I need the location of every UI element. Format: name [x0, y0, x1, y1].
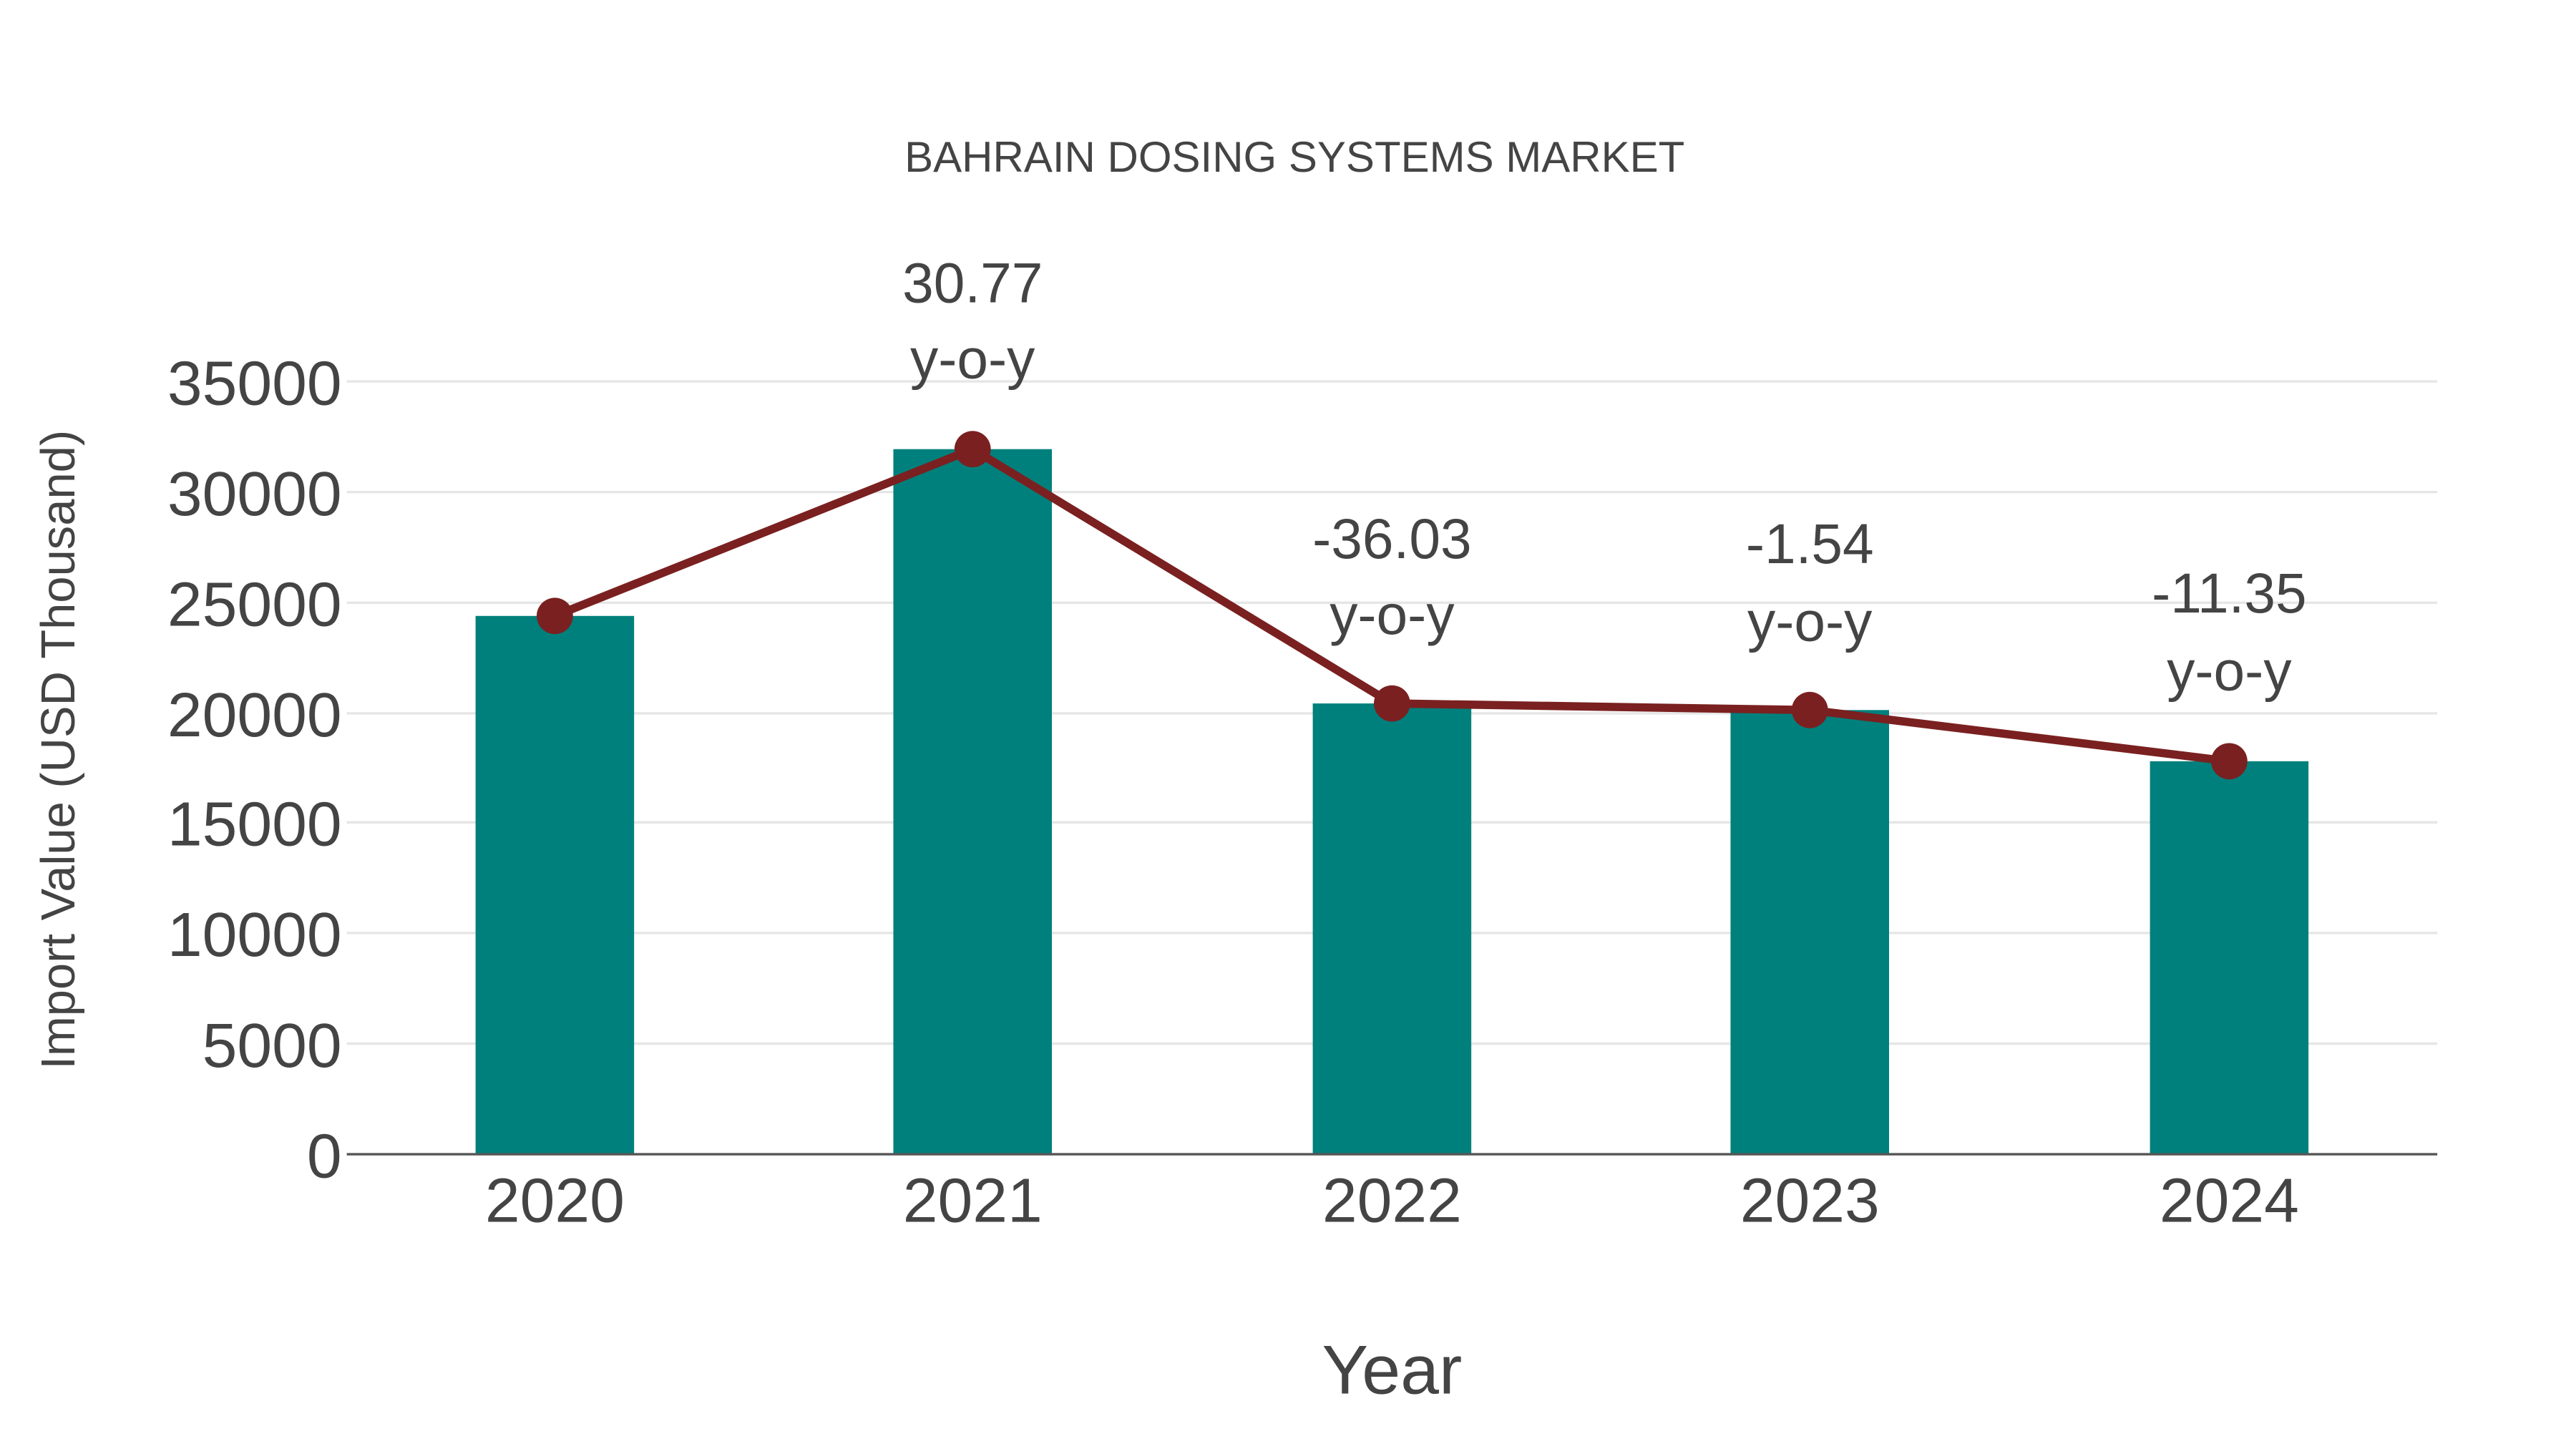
y-tick: 0 [307, 1121, 342, 1191]
yoy-suffix: y-o-y [1747, 590, 1873, 653]
yoy-suffix: y-o-y [910, 327, 1035, 390]
bar-2022[interactable] [1312, 703, 1472, 1155]
marker-2023[interactable] [1791, 691, 1828, 728]
marker-2024[interactable] [2211, 743, 2248, 780]
marker-2022[interactable] [1374, 685, 1410, 722]
y-tick: 10000 [167, 899, 342, 970]
yoy-value: 30.77 [902, 251, 1043, 314]
x-axis-ticks: 2020 2021 2022 2023 2024 [485, 1166, 2299, 1236]
x-tick: 2023 [1740, 1166, 1880, 1236]
chart-title: BAHRAIN DOSING SYSTEMS MARKET [904, 133, 1684, 181]
y-tick: 20000 [167, 680, 342, 750]
yoy-suffix: y-o-y [2167, 640, 2292, 703]
yoy-annotations: 30.77 y-o-y -36.03 y-o-y -1.54 y-o-y -11… [902, 251, 2307, 702]
yoy-suffix: y-o-y [1330, 583, 1455, 646]
y-tick: 35000 [167, 348, 342, 418]
bar-2024[interactable] [2150, 761, 2309, 1155]
y-tick: 25000 [167, 570, 342, 640]
y-tick: 5000 [203, 1010, 342, 1080]
yoy-value: -36.03 [1312, 507, 1471, 570]
marker-2020[interactable] [537, 597, 573, 635]
bar-2021[interactable] [893, 449, 1052, 1155]
x-tick: 2024 [2160, 1166, 2299, 1236]
y-axis-title: Import Value (USD Thousand) [31, 430, 85, 1070]
y-tick: 30000 [167, 459, 342, 529]
bar-2023[interactable] [1730, 710, 1889, 1155]
yoy-value: -1.54 [1746, 512, 1874, 575]
x-tick: 2020 [485, 1166, 625, 1236]
y-axis-ticks: 35000 30000 25000 20000 15000 10000 5000… [167, 348, 342, 1191]
x-tick: 2021 [903, 1166, 1043, 1236]
y-tick: 15000 [167, 789, 342, 859]
bar-2020[interactable] [475, 615, 635, 1155]
trend-markers [537, 431, 2248, 780]
x-tick: 2022 [1322, 1166, 1462, 1236]
marker-2021[interactable] [954, 431, 991, 468]
x-axis-title: Year [1322, 1331, 1462, 1409]
bars [475, 449, 2309, 1155]
yoy-value: -11.35 [2152, 562, 2307, 625]
